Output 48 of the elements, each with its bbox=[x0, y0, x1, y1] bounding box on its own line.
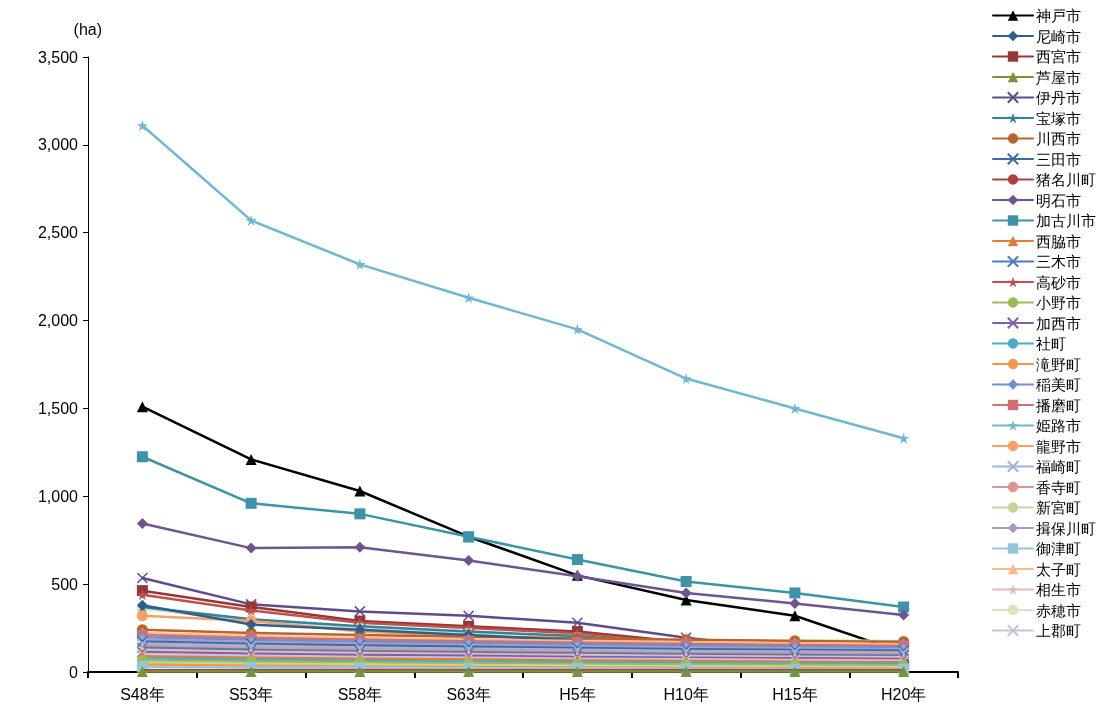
legend-label: 小野市 bbox=[1036, 294, 1081, 311]
y-tick-label: 500 bbox=[51, 575, 79, 593]
y-tick-label: 3,000 bbox=[37, 136, 79, 154]
legend-label: 龍野市 bbox=[1036, 437, 1081, 455]
x-tick-label: S63年 bbox=[446, 685, 491, 703]
legend-label: 上郡町 bbox=[1036, 622, 1081, 639]
x-tick-label: S48年 bbox=[120, 685, 165, 703]
x-tick-label: H5年 bbox=[559, 685, 596, 703]
legend-label: 猪名川町 bbox=[1036, 171, 1096, 188]
legend-label: 新宮町 bbox=[1036, 499, 1081, 516]
legend-label: 芦屋市 bbox=[1036, 68, 1081, 86]
x-tick-label: H20年 bbox=[880, 685, 927, 703]
legend-label: 御津町 bbox=[1036, 540, 1081, 557]
legend-label: 加古川市 bbox=[1036, 212, 1096, 229]
legend-label: 加西市 bbox=[1036, 314, 1081, 332]
legend-label: 川西市 bbox=[1036, 130, 1081, 147]
x-tick-label: H15年 bbox=[772, 685, 818, 703]
legend-label: 西宮市 bbox=[1036, 48, 1081, 65]
legend-label: 稲美町 bbox=[1036, 376, 1081, 393]
legend-label: 伊丹市 bbox=[1036, 89, 1081, 106]
y-tick-label: 1,000 bbox=[37, 487, 79, 505]
legend-label: 香寺町 bbox=[1036, 478, 1081, 496]
legend-label: 赤穂市 bbox=[1036, 601, 1081, 619]
legend-label: 福崎町 bbox=[1036, 458, 1081, 475]
legend-label: 高砂市 bbox=[1036, 273, 1081, 291]
legend-label: 姫路市 bbox=[1036, 417, 1081, 434]
legend-label: 明石市 bbox=[1036, 191, 1081, 209]
x-tick-label: H10年 bbox=[663, 685, 709, 703]
y-tick-label: 1,500 bbox=[37, 399, 79, 417]
legend-label: 尼崎市 bbox=[1036, 27, 1081, 45]
legend-label: 宝塚市 bbox=[1036, 109, 1081, 127]
x-tick-label: S53年 bbox=[228, 685, 274, 703]
y-tick-label: 2,000 bbox=[37, 312, 79, 330]
legend-label: 三木市 bbox=[1036, 253, 1081, 270]
legend-label: 揖保川町 bbox=[1036, 519, 1096, 537]
y-tick-label: 3,500 bbox=[37, 48, 79, 66]
x-tick-label: S58年 bbox=[337, 685, 383, 703]
legend-label: 相生市 bbox=[1036, 581, 1081, 598]
legend-label: 太子町 bbox=[1036, 560, 1081, 578]
legend-label: 播磨町 bbox=[1036, 396, 1081, 414]
legend-label: 滝野町 bbox=[1036, 355, 1081, 373]
legend-label: 三田市 bbox=[1036, 150, 1081, 168]
y-tick-label: 2,500 bbox=[37, 224, 79, 242]
legend-label: 西脇市 bbox=[1036, 232, 1081, 250]
legend-label: 神戸市 bbox=[1036, 7, 1081, 24]
legend-label: 社町 bbox=[1036, 335, 1066, 352]
y-axis-title: (ha) bbox=[73, 20, 102, 38]
y-tick-label: 0 bbox=[69, 663, 79, 681]
